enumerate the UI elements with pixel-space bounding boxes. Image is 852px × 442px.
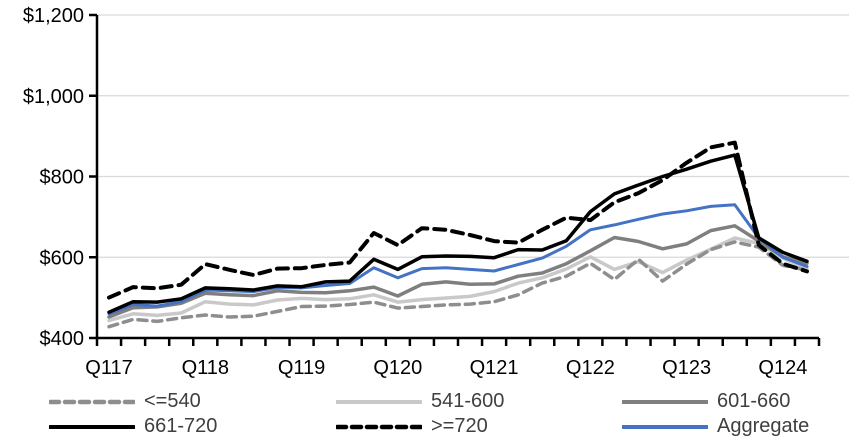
x-axis-label: Q123	[662, 357, 711, 379]
y-axis-label: $600	[40, 247, 85, 269]
x-axis-label: Q117	[85, 357, 132, 379]
x-axis-label: Q120	[373, 357, 422, 379]
series-line-540	[107, 240, 809, 329]
series-line-aggregate	[107, 203, 809, 316]
series-line-720	[107, 140, 809, 300]
x-axis-label: Q119	[278, 357, 325, 379]
series-line-601-660	[107, 224, 809, 319]
x-axis-label: Q122	[566, 357, 615, 379]
y-axis-label: $400	[40, 328, 85, 350]
series-line-661-720	[107, 153, 809, 314]
y-axis-label: $800	[40, 167, 85, 189]
y-axis-label: $1,200	[23, 5, 84, 27]
series-line-541-600	[107, 236, 809, 323]
x-axis-label: Q124	[758, 357, 807, 379]
y-axis-label: $1,000	[23, 86, 84, 108]
x-axis-label: Q121	[470, 357, 519, 379]
x-axis-label: Q118	[182, 357, 229, 379]
